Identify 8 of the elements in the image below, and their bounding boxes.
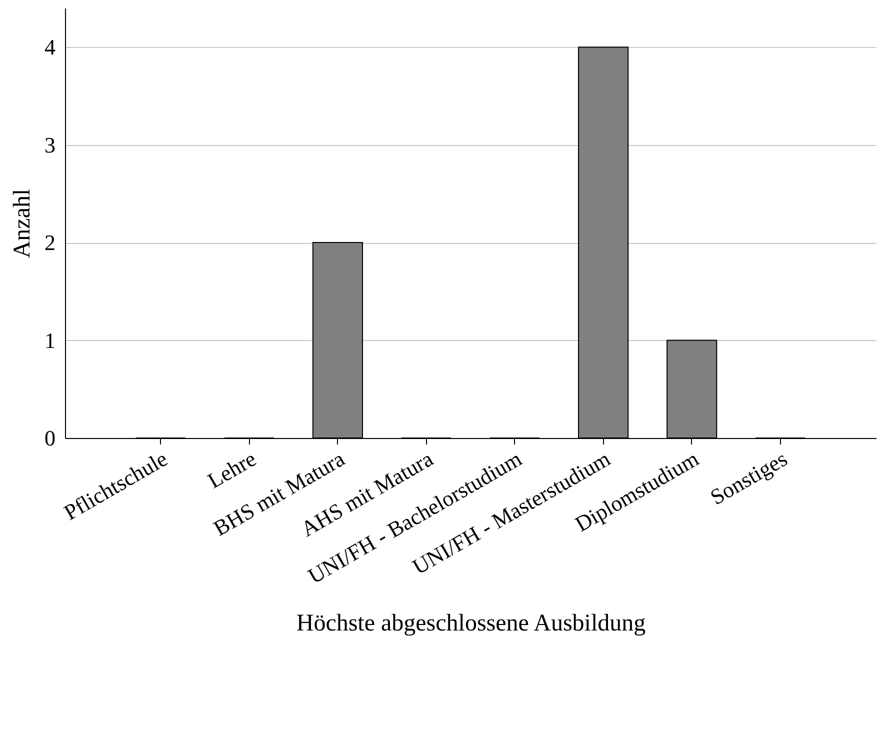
y-tick-label: 0	[44, 426, 56, 450]
x-tick-label: Lehre	[203, 446, 260, 494]
x-axis-title: Höchste abgeschlossene Ausbildung	[296, 610, 646, 637]
y-tick-label: 2	[44, 230, 56, 256]
y-axis-title: Anzahl	[10, 188, 36, 258]
y-tick-label: 3	[44, 132, 56, 158]
y-tick-label: 4	[44, 34, 56, 60]
y-tick-label: 1	[44, 328, 56, 353]
